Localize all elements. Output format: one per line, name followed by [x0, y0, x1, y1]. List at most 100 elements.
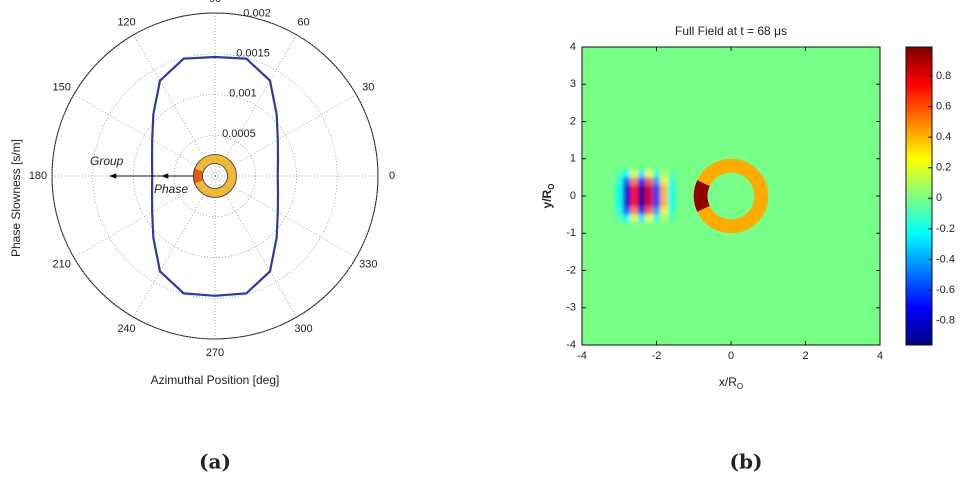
x-tick-label: 2	[802, 350, 808, 362]
annotation: Group	[90, 154, 124, 168]
heat-cell	[615, 207, 624, 215]
heat-cell	[660, 169, 668, 178]
heat-cell	[645, 199, 654, 208]
label-text: x/R	[719, 375, 737, 389]
caption: (a)	[199, 450, 231, 474]
heat-cell	[630, 214, 639, 223]
theta-tick-label: 180	[29, 170, 47, 182]
y-tick-label: 0	[570, 190, 576, 202]
heat-cell	[660, 177, 668, 186]
heat-cell	[622, 184, 631, 193]
colorbar-tick-label: 0.4	[936, 131, 951, 143]
y-axis-label: Phase Slowness [s/m]	[9, 139, 23, 257]
x-tick-label: -4	[577, 350, 587, 362]
heat-cell	[652, 199, 661, 208]
heat-cell	[660, 199, 668, 208]
theta-tick-label: 30	[362, 81, 374, 93]
grid-spoke	[214, 175, 297, 318]
y-axis-label: y/RO	[540, 184, 556, 209]
y-tick-label: -3	[566, 302, 576, 314]
heat-cell	[652, 214, 661, 223]
grid-spoke	[214, 34, 297, 177]
grid-spoke	[214, 175, 357, 258]
colorbar-tick-label: -0.6	[936, 284, 955, 296]
colorbar-tick-label: -0.2	[936, 223, 955, 235]
y-tick-label: 1	[570, 153, 576, 165]
label-subscript: O	[737, 382, 743, 391]
heat-cell	[660, 214, 668, 223]
heat-cell	[630, 192, 639, 201]
heat-cell	[615, 214, 624, 223]
theta-tick-label: 90	[209, 0, 221, 5]
theta-tick-label: 240	[117, 323, 135, 335]
polar-grid	[51, 12, 379, 340]
heat-cell	[667, 184, 676, 193]
theta-tick-label: 120	[117, 17, 135, 29]
grid-spoke	[133, 34, 216, 177]
theta-tick-label: 210	[53, 258, 71, 270]
r-tick-label: 0.001	[229, 88, 257, 100]
theta-tick-label: 270	[206, 347, 224, 359]
label-text: y/R	[540, 189, 554, 208]
heat-cell	[630, 199, 639, 208]
theta-tick-label: 150	[53, 81, 71, 93]
heat-cell	[637, 214, 646, 223]
ring-segment	[693, 180, 710, 212]
annotation: Phase	[154, 182, 188, 196]
grid-spoke	[73, 175, 216, 258]
specimen-icon	[109, 154, 237, 198]
heat-cell	[615, 169, 624, 178]
grid-circle	[92, 53, 338, 299]
r-tick-label: 0.0015	[236, 48, 270, 60]
colorbar-tick-label: -0.4	[936, 253, 955, 265]
heat-cell	[622, 199, 631, 208]
heat-cell	[667, 169, 676, 178]
theta-tick-label: 300	[294, 323, 312, 335]
heat-cell	[645, 214, 654, 223]
theta-tick-label: 0	[389, 170, 395, 182]
heat-cell	[622, 177, 631, 186]
r-tick-label: 0.0005	[222, 128, 256, 140]
heat-cell	[637, 169, 646, 178]
y-tick-label: -2	[566, 264, 576, 276]
y-tick-label: -1	[566, 227, 576, 239]
heat-cell	[645, 177, 654, 186]
heat-cell	[652, 192, 661, 201]
heat-cell	[637, 184, 646, 193]
heat-cell	[667, 199, 676, 208]
theta-tick-label: 330	[359, 258, 377, 270]
colorbar-tick-label: 0	[936, 192, 942, 204]
heat-cell	[652, 169, 661, 178]
r-tick-label: 0.002	[243, 7, 271, 19]
heat-cell	[645, 184, 654, 193]
grid-spoke	[133, 175, 216, 318]
caption: (b)	[730, 450, 763, 474]
heat-cell	[660, 184, 668, 193]
heat-cell	[630, 169, 639, 178]
ring-outline	[193, 154, 237, 198]
heat-cell	[660, 192, 668, 201]
grid-circle	[173, 134, 257, 218]
heat-cell	[615, 177, 624, 186]
grid-spoke	[73, 94, 216, 177]
heat-cell	[667, 192, 676, 201]
heat-cell	[667, 207, 676, 215]
grid-spoke	[214, 94, 357, 177]
heat-cell	[630, 177, 639, 186]
heat-cell	[637, 207, 646, 215]
chart-title: Full Field at t = 68 μs	[675, 24, 787, 38]
colorbar-tick-label: -0.8	[936, 314, 955, 326]
heat-cell	[667, 177, 676, 186]
x-axis-label: x/RO	[719, 375, 743, 391]
heat-cell	[630, 184, 639, 193]
y-tick-label: 3	[570, 78, 576, 90]
colorbar-tick-label: 0.2	[936, 162, 951, 174]
ring-icon-segment	[192, 168, 203, 184]
colorbar-tick-label: 0.8	[936, 70, 951, 82]
colorbar-tick-label: 0.6	[936, 101, 951, 113]
x-axis-label: Azimuthal Position [deg]	[151, 373, 280, 387]
ring-outline	[202, 163, 228, 189]
ring	[693, 158, 769, 234]
heat-cell	[630, 207, 639, 215]
